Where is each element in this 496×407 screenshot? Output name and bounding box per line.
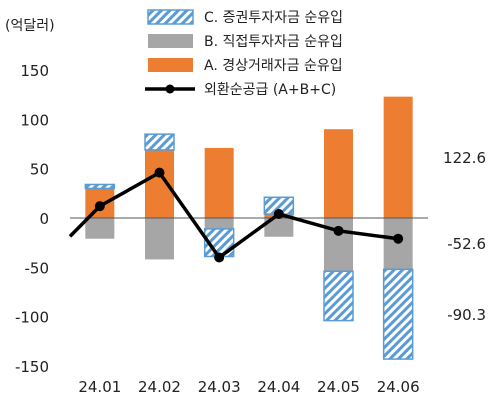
- x-tick-label: 24.02: [138, 378, 181, 396]
- legend-label: C. 증권투자자금 순유입: [204, 10, 343, 26]
- x-tick-label: 24.03: [198, 378, 241, 396]
- bar: [323, 270, 354, 322]
- y-tick-label: -100: [15, 309, 49, 327]
- bar: [324, 129, 353, 218]
- y-tick-label: 0: [39, 210, 49, 228]
- y-tick-label: 150: [20, 62, 49, 80]
- bar: [144, 133, 175, 151]
- x-tick-label: 24.01: [78, 378, 121, 396]
- bar: [264, 218, 294, 237]
- legend-swatch: [148, 58, 193, 72]
- legend: C. 증권투자자금 순유입 B. 직접투자자금 순유입 A. 경상거래자금 순유입외…: [145, 9, 343, 98]
- y-tick-label: -50: [25, 259, 50, 277]
- right-annotation: 122.6: [443, 149, 486, 167]
- line-point: [94, 201, 105, 212]
- legend-swatch: [147, 9, 194, 25]
- legend-item: A. 경상거래자금 순유입: [148, 58, 343, 74]
- x-tick-label: 24.04: [257, 378, 300, 396]
- bar: [85, 218, 115, 239]
- y-axis-ticks: 150 100 50 0 -50 -100 -150: [15, 62, 49, 376]
- bar: [382, 268, 414, 360]
- right-annotation: -90.3: [447, 306, 486, 324]
- y-tick-label: 50: [30, 161, 49, 179]
- x-tick-label: 24.05: [317, 378, 360, 396]
- net-supply-line: [68, 167, 404, 263]
- legend-item: C. 증권투자자금 순유입: [147, 9, 343, 26]
- y-axis-label: (억달러): [5, 18, 55, 34]
- bar: [204, 147, 234, 218]
- line-point: [393, 233, 404, 244]
- y-tick-label: -150: [15, 358, 49, 376]
- line-point: [154, 167, 165, 178]
- bars: [84, 96, 414, 360]
- legend-item: 외환순공급 (A+B+C): [145, 82, 336, 98]
- bar: [145, 218, 174, 260]
- bar: [145, 149, 174, 218]
- line-point: [333, 225, 344, 236]
- x-axis-ticks: 24.01 24.02 24.03 24.04 24.05 24.06: [78, 378, 419, 396]
- legend-swatch: [148, 34, 193, 48]
- bar: [204, 218, 234, 229]
- right-annotation: -52.6: [447, 235, 486, 253]
- legend-label: 외환순공급 (A+B+C): [204, 82, 336, 98]
- bar: [383, 96, 413, 218]
- line-point: [214, 252, 225, 263]
- x-tick-label: 24.06: [377, 378, 420, 396]
- legend-marker: [165, 84, 175, 94]
- y-tick-label: 100: [20, 111, 49, 129]
- line-point: [273, 209, 284, 220]
- bar: [84, 183, 116, 190]
- legend-label: B. 직접투자자금 순유입: [204, 34, 343, 50]
- legend-item: B. 직접투자자금 순유입: [148, 34, 343, 50]
- legend-label: A. 경상거래자금 순유입: [204, 58, 343, 74]
- right-annotations: 122.6 -52.6 -90.3: [443, 149, 486, 324]
